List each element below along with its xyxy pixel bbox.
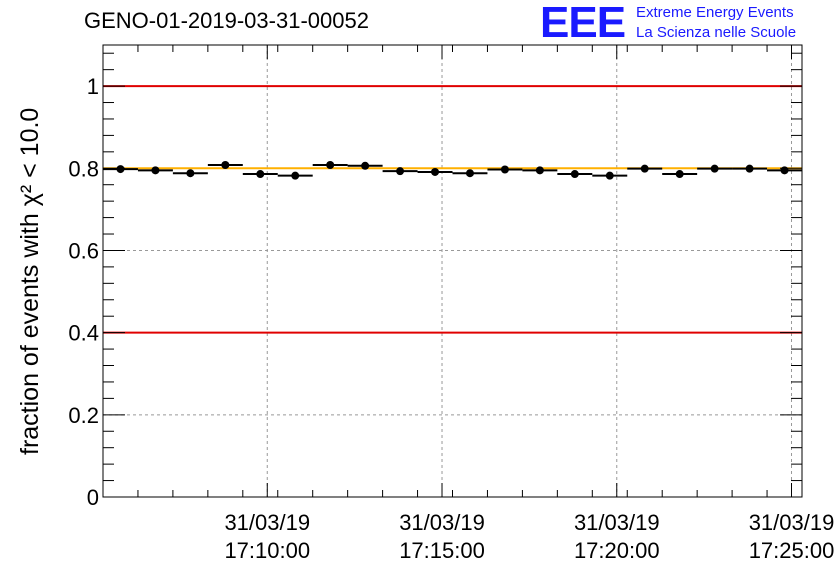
data-point — [116, 165, 125, 174]
data-point — [675, 170, 684, 179]
data-point — [465, 169, 474, 178]
eee-logo: EEE — [540, 0, 626, 47]
x-tick-label-date: 31/03/19 — [224, 510, 310, 535]
data-point — [780, 166, 789, 175]
plot-frame — [102, 44, 803, 498]
data-point — [710, 164, 719, 173]
chart-title: GENO-01-2019-03-31-00052 — [84, 8, 369, 33]
y-tick-label: 0.8 — [68, 156, 99, 181]
data-point — [396, 167, 405, 176]
logo-caption-line1: Extreme Energy Events — [636, 4, 794, 21]
y-tick-labels: 0 0.2 0.4 0.6 0.8 1 — [68, 74, 99, 510]
axis-ticks — [103, 45, 802, 498]
data-point — [431, 167, 440, 176]
x-tick-label-time: 17:25:00 — [749, 538, 835, 563]
data-point — [500, 165, 509, 174]
y-tick-label: 0 — [87, 485, 99, 510]
x-tick-label-date: 31/03/19 — [574, 510, 660, 535]
horizontal-reference-lines — [103, 85, 802, 334]
x-tick-label-date: 31/03/19 — [399, 510, 485, 535]
logo-caption-line2: La Scienza nelle Scuole — [636, 24, 797, 41]
x-tick-labels: 31/03/19 17:10:00 31/03/19 17:15:00 31/03/19… — [224, 510, 834, 563]
data-point — [256, 170, 265, 179]
data-point — [221, 160, 230, 169]
data-point — [570, 170, 579, 179]
x-tick-label-time: 17:20:00 — [574, 538, 660, 563]
y-tick-label: 0.2 — [68, 403, 99, 428]
x-tick-label-time: 17:10:00 — [224, 538, 310, 563]
y-tick-label: 0.4 — [68, 321, 99, 346]
data-point — [535, 166, 544, 175]
data-point — [186, 169, 195, 178]
y-tick-label: 0.6 — [68, 238, 99, 263]
data-point — [326, 160, 335, 169]
data-point — [640, 164, 649, 173]
data-point — [151, 166, 160, 175]
x-tick-label-time: 17:15:00 — [399, 538, 485, 563]
grid-lines — [103, 45, 802, 497]
data-point — [291, 171, 300, 180]
data-point — [745, 164, 754, 173]
data-point — [361, 161, 370, 170]
x-tick-label-date: 31/03/19 — [749, 510, 835, 535]
y-axis-label: fraction of events with χ² < 10.0 — [16, 108, 44, 455]
data-point — [605, 171, 614, 180]
data-points — [103, 160, 802, 180]
y-tick-label: 1 — [87, 74, 99, 99]
